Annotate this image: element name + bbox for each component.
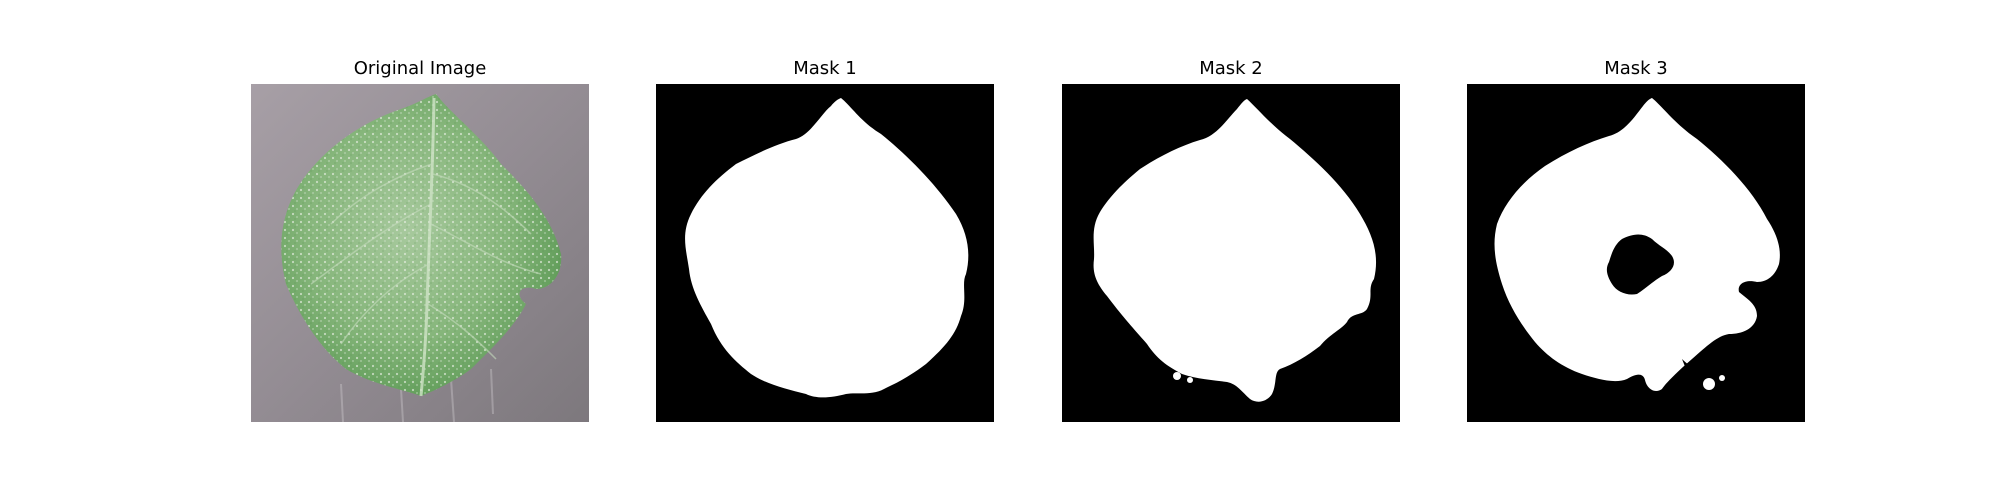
- leaf-veins: [310, 163, 542, 360]
- mask-3-specks: [1703, 375, 1725, 390]
- surface-streaks: [340, 368, 494, 422]
- mask-3-notch: [1682, 359, 1725, 402]
- leaf-photo: [251, 84, 589, 422]
- title-mask-2: Mask 2: [1199, 58, 1263, 79]
- leaf-midrib: [419, 97, 436, 397]
- title-mask-3: Mask 3: [1604, 58, 1668, 79]
- mask-2-panel: [1062, 84, 1400, 422]
- mask-2-image: [1062, 84, 1400, 422]
- mask-1-panel: [656, 84, 994, 422]
- mask-1-region: [685, 98, 969, 398]
- mask-3-image: [1467, 84, 1805, 422]
- title-mask-1: Mask 1: [793, 58, 857, 79]
- leaf-texture: [281, 94, 562, 396]
- mask-2-specks: [1173, 309, 1337, 383]
- mask-3-panel: [1467, 84, 1805, 422]
- mask-3-hole: [1606, 234, 1674, 295]
- title-original-image: Original Image: [353, 58, 487, 79]
- mask-2-region: [1093, 99, 1377, 402]
- mask-1-image: [656, 84, 994, 422]
- original-image-panel: [251, 84, 589, 422]
